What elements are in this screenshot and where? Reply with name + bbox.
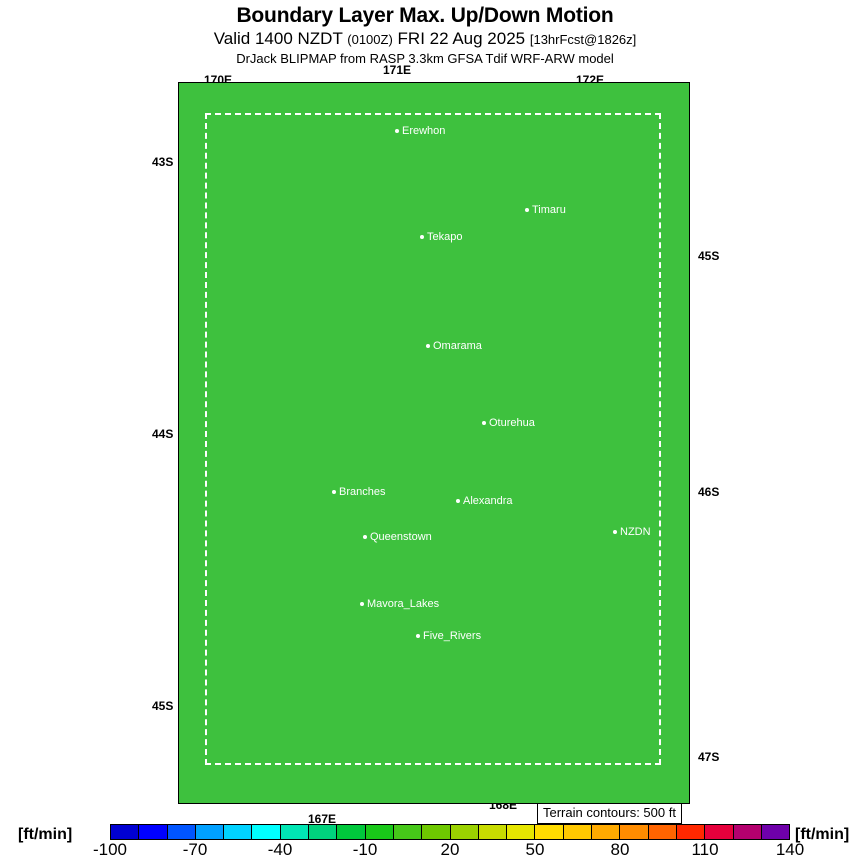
terrain-contour-note: Terrain contours: 500 ft bbox=[537, 803, 682, 824]
location-dot-icon bbox=[613, 530, 617, 535]
location-dot-icon bbox=[332, 490, 336, 495]
colorbar-unit-left: [ft/min] bbox=[18, 826, 73, 843]
place-marker-oturehua: Oturehua bbox=[482, 417, 535, 429]
place-marker-timaru: Timaru bbox=[525, 204, 566, 216]
colorbar-swatch-17 bbox=[592, 825, 621, 839]
colorbar-swatch-2 bbox=[167, 825, 196, 839]
lat-label-45s: 45S bbox=[152, 699, 174, 713]
location-dot-icon bbox=[426, 344, 430, 349]
colorbar-swatch-13 bbox=[478, 825, 508, 839]
vertical-motion-heatmap bbox=[179, 83, 689, 803]
place-marker-erewhon: Erewhon bbox=[395, 125, 445, 137]
forecast-tag: [13hrFcst@1826z] bbox=[529, 32, 637, 47]
colorbar-unit-right: [ft/min] bbox=[795, 826, 850, 843]
lon-label-167e: 167E bbox=[308, 812, 337, 826]
colorbar-swatch-11 bbox=[422, 825, 451, 839]
lon-label-171e: 171E bbox=[383, 63, 412, 77]
colorbar-swatch-22 bbox=[733, 825, 762, 839]
colorbar-swatch-10 bbox=[393, 825, 423, 839]
location-dot-icon bbox=[363, 535, 367, 540]
valid-time-zulu: (0100Z) bbox=[347, 32, 393, 47]
colorbar-area: [ft/min] -100 -70 -40 -10 20 50 80 110 140 [ft/m… bbox=[0, 822, 850, 860]
colorbar-swatch-1 bbox=[139, 825, 168, 839]
colorbar-tick-labels: -100 -70 -40 -10 20 50 80 110 140 bbox=[93, 840, 804, 860]
location-dot-icon bbox=[360, 602, 364, 607]
colorbar-swatch-5 bbox=[252, 825, 281, 839]
place-name-label: Branches bbox=[339, 486, 386, 499]
place-marker-tekapo: Tekapo bbox=[420, 231, 462, 243]
valid-time-line: Valid 1400 NZDT (0100Z) FRI 22 Aug 2025 … bbox=[0, 28, 850, 50]
location-dot-icon bbox=[525, 208, 529, 213]
place-name-label: Five_Rivers bbox=[423, 630, 482, 643]
colorbar-swatch-7 bbox=[309, 825, 338, 839]
title-block: Boundary Layer Max. Up/Down Motion Valid… bbox=[0, 0, 850, 67]
colorbar-tick-50: 50 bbox=[525, 840, 545, 859]
colorbar-tick--40: -40 bbox=[267, 840, 293, 859]
location-dot-icon bbox=[456, 499, 460, 504]
colorbar-swatch-12 bbox=[450, 825, 479, 839]
valid-date: FRI 22 Aug 2025 bbox=[397, 29, 526, 48]
place-name-label: Oturehua bbox=[489, 417, 535, 430]
place-marker-five_rivers: Five_Rivers bbox=[416, 630, 481, 642]
place-name-label: Omarama bbox=[433, 340, 482, 353]
colorbar-swatch-18 bbox=[620, 825, 649, 839]
place-marker-alexandra: Alexandra bbox=[456, 495, 513, 507]
lat-label-46s: 46S bbox=[698, 485, 720, 499]
colorbar-swatch-20 bbox=[676, 825, 706, 839]
colorbar-swatch-19 bbox=[648, 825, 677, 839]
lat-label-47s: 47S bbox=[698, 750, 720, 764]
colorbar-swatch-9 bbox=[365, 825, 394, 839]
colorbar-swatch-0 bbox=[111, 825, 140, 839]
place-name-label: Tekapo bbox=[427, 231, 463, 244]
colorbar-tick-80: 80 bbox=[610, 840, 630, 859]
colorbar-swatch-15 bbox=[535, 825, 564, 839]
colorbar-tick--70: -70 bbox=[182, 840, 208, 859]
page-title: Boundary Layer Max. Up/Down Motion bbox=[236, 4, 614, 27]
place-name-label: Mavora_Lakes bbox=[367, 598, 440, 611]
model-line: DrJack BLIPMAP from RASP 3.3km GFSA Tdif… bbox=[236, 51, 614, 66]
map-plot-area[interactable]: Erewhon Timaru Tekapo Omarama Oturehua Branch… bbox=[178, 82, 690, 804]
place-name-label: Queenstown bbox=[370, 531, 432, 544]
lat-label-43s: 43S bbox=[152, 155, 174, 169]
valid-time-prefix: Valid 1400 NZDT bbox=[213, 29, 343, 48]
location-dot-icon bbox=[482, 421, 486, 426]
colorbar-tick--10: -10 bbox=[352, 840, 378, 859]
colorbar-tick--100: -100 bbox=[92, 840, 128, 859]
colorbar-swatch-21 bbox=[705, 825, 734, 839]
colorbar-tick-20: 20 bbox=[440, 840, 460, 859]
place-name-label: Alexandra bbox=[463, 495, 513, 508]
location-dot-icon bbox=[416, 634, 420, 639]
colorbar-swatch-14 bbox=[507, 825, 536, 839]
place-marker-omarama: Omarama bbox=[426, 340, 482, 352]
colorbar-swatch-16 bbox=[563, 825, 593, 839]
colorbar-swatches bbox=[110, 824, 790, 840]
colorbar-swatch-8 bbox=[337, 825, 366, 839]
place-marker-mavora_lakes: Mavora_Lakes bbox=[360, 598, 439, 610]
place-marker-queenstown: Queenstown bbox=[363, 531, 432, 543]
colorbar-swatch-4 bbox=[224, 825, 253, 839]
place-name-label: Erewhon bbox=[402, 125, 446, 138]
colorbar-swatch-6 bbox=[280, 825, 310, 839]
colorbar-swatch-23 bbox=[761, 825, 790, 839]
place-marker-branches: Branches bbox=[332, 486, 385, 498]
colorbar-tick-140: 140 bbox=[775, 840, 805, 859]
lat-label-45s: 45S bbox=[698, 249, 720, 263]
place-marker-nzdn: NZDN bbox=[613, 526, 651, 538]
location-dot-icon bbox=[420, 235, 424, 240]
place-name-label: NZDN bbox=[620, 526, 651, 539]
place-name-label: Timaru bbox=[532, 204, 566, 217]
location-dot-icon bbox=[395, 129, 399, 134]
colorbar-swatch-3 bbox=[195, 825, 225, 839]
colorbar-tick-110: 110 bbox=[691, 840, 719, 859]
lat-label-44s: 44S bbox=[152, 427, 174, 441]
